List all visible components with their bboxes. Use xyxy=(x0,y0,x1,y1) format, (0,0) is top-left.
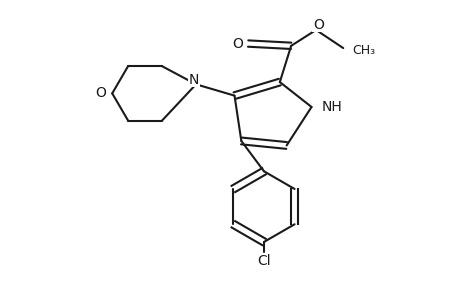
Text: CH₃: CH₃ xyxy=(352,44,375,57)
Text: NH: NH xyxy=(321,100,341,114)
Text: O: O xyxy=(232,37,243,50)
Text: O: O xyxy=(95,86,106,100)
Text: N: N xyxy=(188,73,198,87)
Text: O: O xyxy=(312,17,323,32)
Text: Cl: Cl xyxy=(257,254,270,268)
